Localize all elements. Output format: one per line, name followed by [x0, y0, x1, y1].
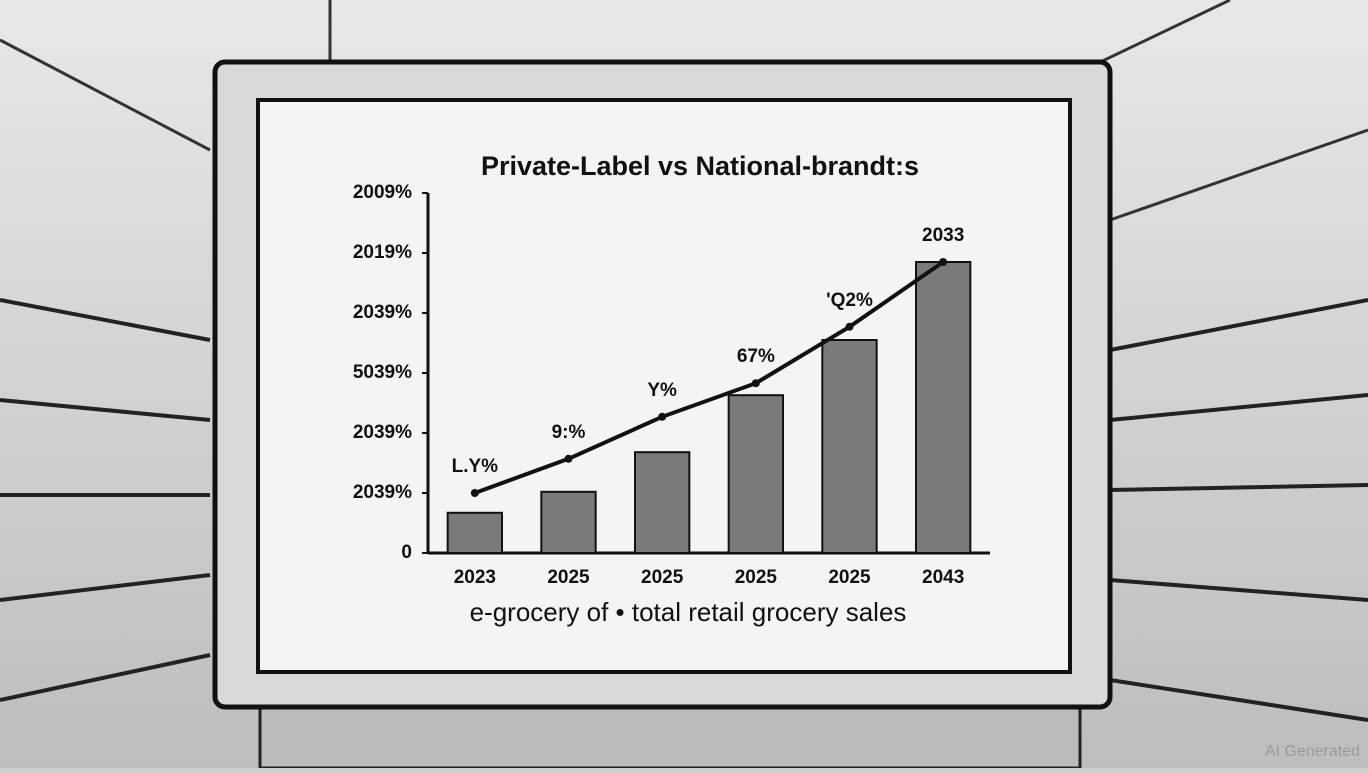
line-point	[845, 322, 854, 331]
bar	[540, 490, 597, 554]
y-tick-label: 0	[401, 542, 412, 563]
x-tick-label: 2025	[735, 567, 778, 588]
x-axis-label: e-grocery of • total retail grocery sale…	[470, 597, 907, 627]
bar	[915, 261, 972, 554]
shelves-left	[0, 298, 211, 702]
y-tick-label: 2019%	[353, 242, 412, 263]
watermark: AI Generated	[1265, 743, 1360, 760]
annotation: L.Y%	[452, 456, 499, 477]
line-point	[658, 412, 667, 421]
x-tick-label: 2043	[922, 567, 964, 588]
annotation: Y%	[647, 380, 677, 401]
bar	[634, 451, 691, 555]
x-tick-label: 2025	[547, 567, 590, 588]
annotation: 67%	[737, 346, 775, 367]
bar	[446, 511, 503, 554]
y-tick-label: 2039%	[353, 302, 412, 323]
x-tick-label: 2025	[828, 567, 871, 588]
line-point	[939, 258, 948, 266]
y-tick-label: 2009%	[353, 182, 412, 203]
line	[474, 260, 945, 495]
annotation: 9:%	[552, 422, 586, 443]
monitor-stand	[258, 698, 1082, 770]
y-tick-label: 2039%	[353, 422, 412, 443]
y-tick-label: 5039%	[353, 362, 412, 383]
x-tick-label: 2025	[641, 567, 684, 588]
line-point	[751, 379, 760, 388]
chart-title: Private-Label vs National-brandt:s	[481, 151, 919, 181]
bar	[821, 339, 878, 554]
line-point	[564, 454, 573, 463]
line-point	[470, 489, 479, 497]
y-tick-label: 2039%	[353, 482, 412, 503]
bar	[727, 394, 784, 555]
annotation: 'Q2%	[826, 290, 873, 311]
shelves-right	[1109, 298, 1368, 722]
x-tick-label: 2023	[454, 567, 496, 588]
annotation: 2033	[922, 225, 964, 246]
